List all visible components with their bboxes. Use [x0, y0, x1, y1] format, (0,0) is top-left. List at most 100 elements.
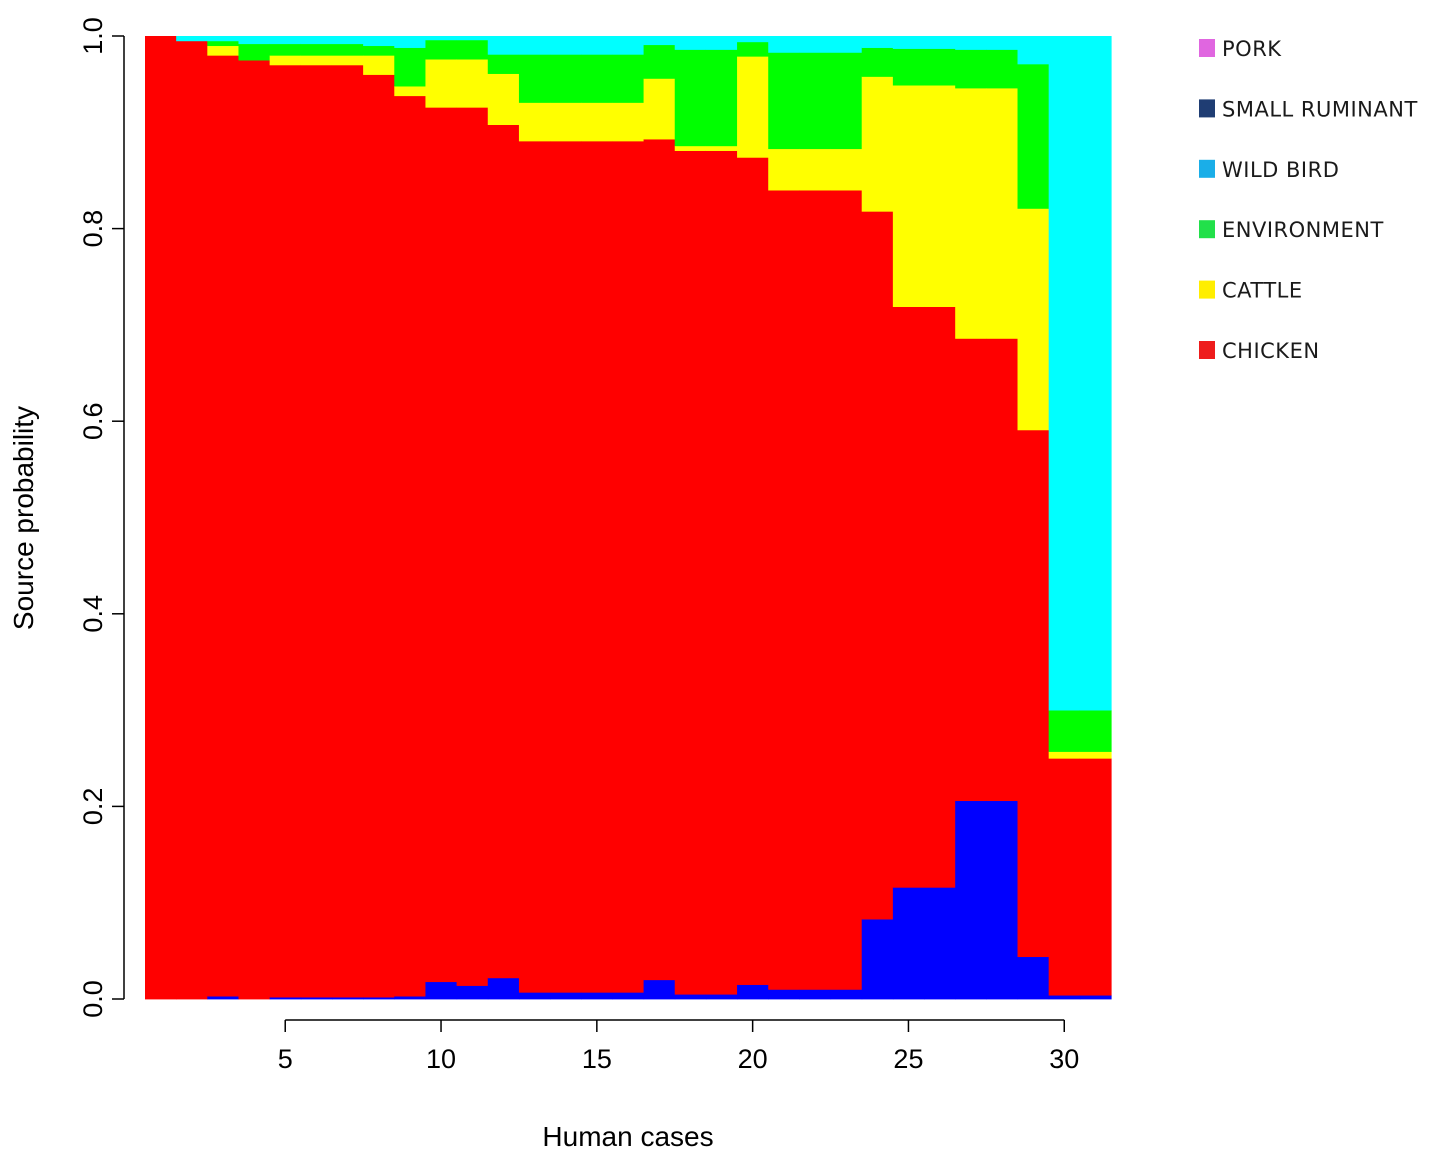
bar-segment-chicken: [955, 338, 987, 802]
bar-segment-chicken: [1048, 758, 1081, 996]
bar-segment-small-ruminant: [674, 994, 707, 1000]
bar-segment-cattle: [861, 76, 894, 212]
bar-segment-environment: [1079, 710, 1112, 752]
bar-segment-chicken: [176, 40, 208, 1000]
bar-segment-cattle: [1048, 751, 1081, 759]
y-tick-label: 1.0: [78, 17, 108, 55]
bar-segment-chicken: [456, 107, 489, 986]
bar-segment-small-ruminant: [269, 997, 302, 1000]
x-tick-label: 25: [893, 1044, 923, 1074]
bar-segment-wild-bird: [331, 36, 364, 45]
bar-segment-small-ruminant: [830, 989, 863, 1000]
bar-segment-wild-bird: [643, 36, 676, 46]
bar-segment-cattle: [300, 55, 333, 66]
bar-stack-area: [145, 36, 1112, 1000]
bar-segment-environment: [238, 43, 271, 61]
bar-segment-chicken: [612, 140, 645, 993]
bar-segment-small-ruminant: [207, 996, 240, 1000]
bar-segment-wild-bird: [768, 36, 800, 53]
bar-segment-cattle: [363, 55, 395, 75]
bar-segment-wild-bird: [705, 36, 738, 50]
bar-segment-wild-bird: [363, 36, 395, 47]
bar-segment-cattle: [394, 86, 427, 97]
bar-segment-wild-bird: [207, 36, 240, 42]
bar-segment-wild-bird: [674, 36, 707, 50]
bar-segment-cattle: [986, 88, 1019, 339]
x-tick-label: 10: [426, 1044, 456, 1074]
bar-segment-cattle: [705, 145, 738, 151]
bar-segment-chicken: [394, 95, 427, 997]
bar-segment-chicken: [145, 36, 177, 1000]
x-axis-label: Human cases: [542, 1121, 713, 1152]
bar-segment-chicken: [487, 124, 520, 979]
bar-segment-cattle: [830, 148, 863, 191]
bar-segment-wild-bird: [830, 36, 863, 53]
bar-segment-cattle: [269, 55, 302, 66]
legend-swatch: [1199, 159, 1215, 178]
bar-segment-chicken: [892, 306, 925, 888]
bar-segment-chicken: [861, 211, 894, 920]
bar-segment-wild-bird: [612, 36, 645, 55]
legend-item: WILD BIRD: [1199, 158, 1339, 182]
bar-segment-cattle: [518, 102, 551, 142]
bar-segment-small-ruminant: [799, 989, 832, 1000]
bar-segment-environment: [861, 47, 894, 77]
bar-segment-cattle: [674, 145, 707, 151]
bar-segment-chicken: [986, 338, 1019, 802]
bar-segment-small-ruminant: [1079, 995, 1112, 1000]
legend-label: CHICKEN: [1222, 339, 1320, 363]
y-tick-label: 0.6: [78, 402, 108, 440]
bar-segment-environment: [768, 52, 800, 150]
bar-segment-chicken: [737, 157, 769, 985]
x-tick-label: 20: [738, 1044, 768, 1074]
bar-segment-wild-bird: [550, 36, 582, 55]
x-tick-label: 15: [582, 1044, 612, 1074]
bar-segment-chicken: [581, 140, 614, 993]
bar-segment-environment: [1048, 710, 1081, 752]
bar-segment-small-ruminant: [924, 887, 956, 1000]
bar-segment-wild-bird: [300, 36, 333, 45]
bar-segment-wild-bird: [581, 36, 614, 55]
bar-segment-chicken: [300, 64, 333, 998]
bar-segment-cattle: [1079, 751, 1112, 759]
y-axis-label: Source probability: [8, 406, 39, 630]
legend-item: CHICKEN: [1199, 339, 1320, 363]
bar-segment-environment: [300, 43, 333, 56]
bar-segment-environment: [799, 52, 832, 150]
bar-segment-wild-bird: [1079, 36, 1112, 711]
bar-segment-environment: [487, 54, 520, 74]
bar-segment-chicken: [830, 190, 863, 990]
bar-segment-environment: [612, 54, 645, 103]
legend-swatch: [1199, 39, 1215, 57]
bar-segment-cattle: [425, 59, 458, 108]
axes: 0.0 0.2 0.4 0.6 0.8 1.0 5 10 15 20 25 30: [78, 17, 1079, 1074]
bar-segment-cattle: [456, 59, 489, 108]
bar-segment-wild-bird: [394, 36, 427, 48]
bar-segment-chicken: [238, 60, 271, 1000]
legend-label: ENVIRONMENT: [1222, 218, 1384, 242]
bar-segment-cattle: [581, 102, 614, 142]
bar-segment-environment: [892, 48, 925, 86]
bar-segment-environment: [518, 54, 551, 103]
y-tick-label: 0.8: [78, 210, 108, 248]
bar-segment-cattle: [737, 56, 769, 158]
legend-item: PORK: [1199, 37, 1282, 61]
y-tick-label: 0.2: [78, 788, 108, 826]
bar-segment-small-ruminant: [363, 997, 395, 1000]
bar-segment-environment: [674, 49, 707, 147]
bar-segment-cattle: [799, 148, 832, 191]
legend-item: SMALL RUMINANT: [1199, 97, 1417, 121]
bar-segment-small-ruminant: [986, 800, 1019, 1000]
bar-segment-environment: [207, 40, 240, 47]
bar-segment-chicken: [331, 64, 364, 998]
legend-swatch: [1199, 341, 1215, 359]
bar-segment-cattle: [892, 85, 925, 307]
bar-segment-environment: [269, 43, 302, 56]
bar-segment-small-ruminant: [892, 887, 925, 1000]
bar-segment-wild-bird: [955, 36, 987, 50]
bar-segment-environment: [363, 45, 395, 56]
bar-segment-environment: [705, 49, 738, 147]
bar-segment-small-ruminant: [1017, 956, 1050, 1000]
bar-segment-cattle: [331, 55, 364, 66]
